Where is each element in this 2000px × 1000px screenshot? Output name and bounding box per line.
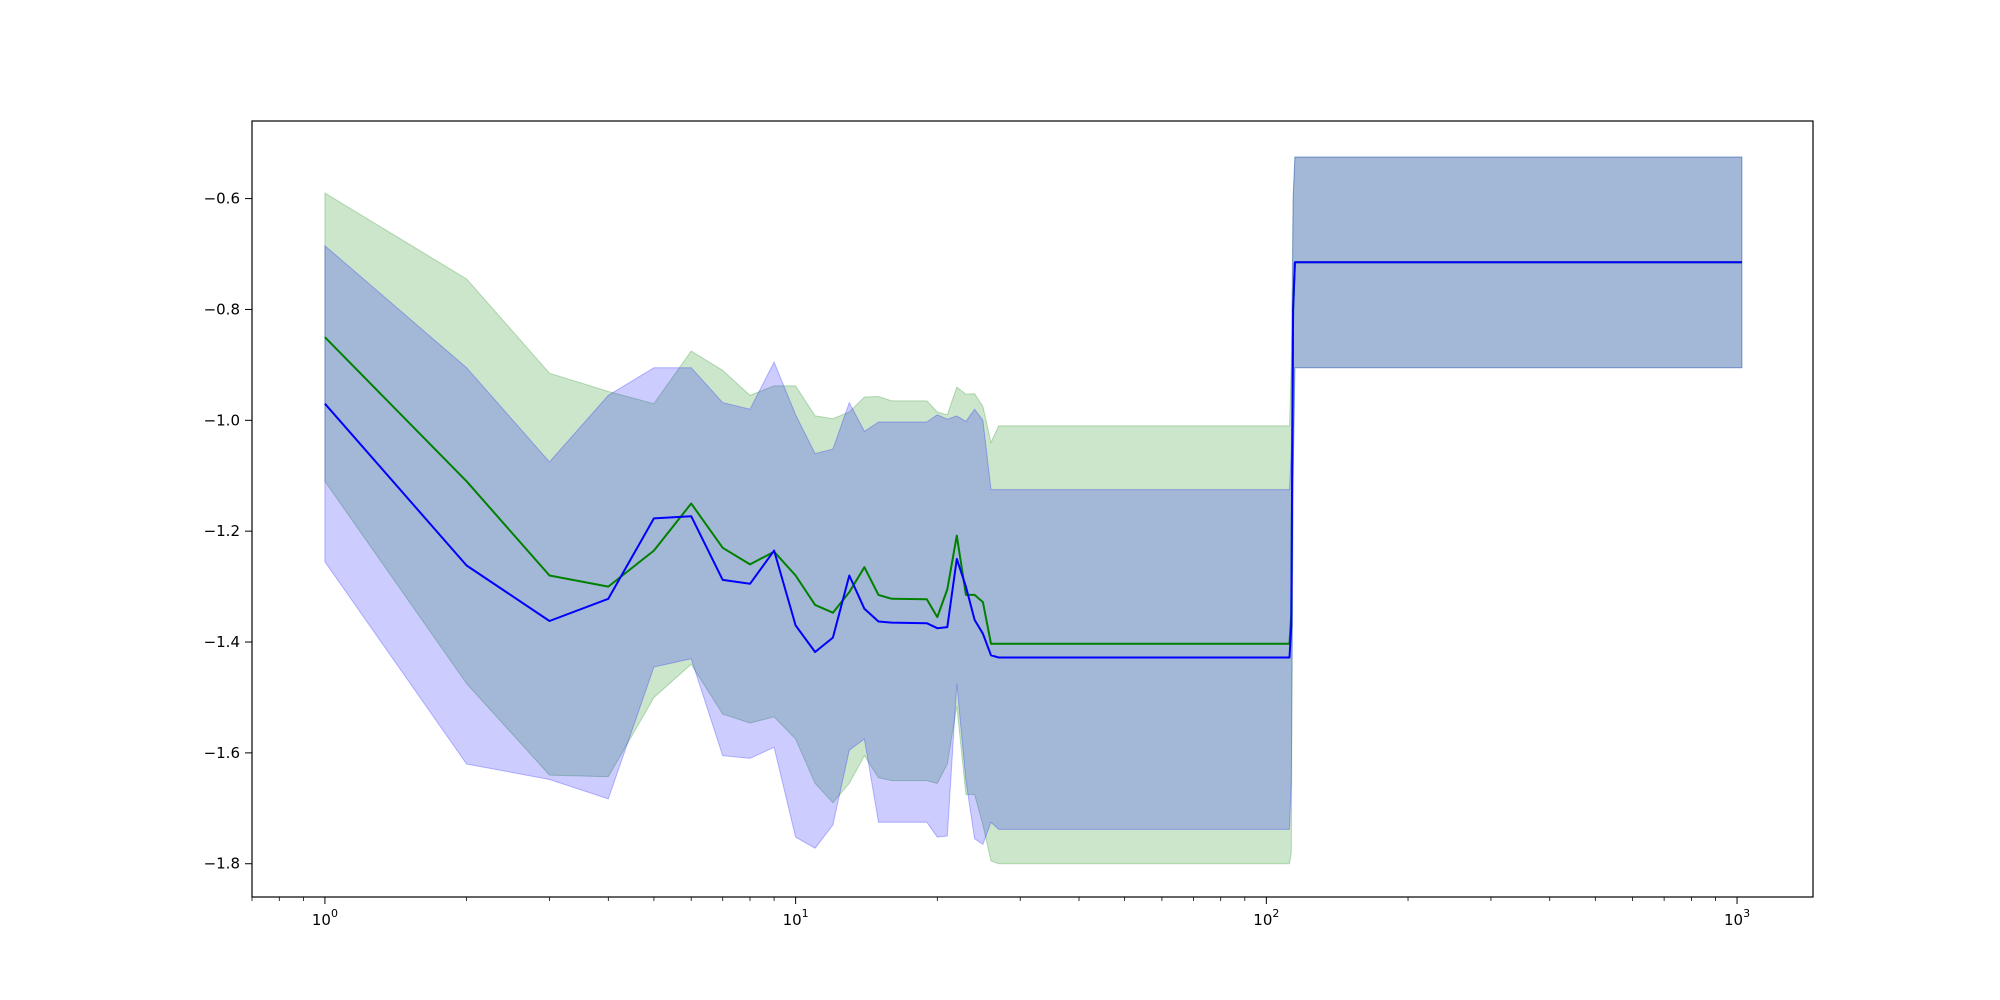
- confidence-band-1: [324, 156, 1743, 849]
- y-tick-label: −0.6: [204, 190, 240, 208]
- x-tick-label: 101: [783, 907, 809, 929]
- y-tick-label: −0.8: [204, 300, 240, 318]
- series-lines: [324, 261, 1742, 659]
- y-tick-label: −1.4: [204, 633, 240, 651]
- y-axis: −0.6 −0.8 −1.0 −1.2 −1.4 −1.6 −1.8: [204, 190, 252, 873]
- x-tick-label: 102: [1253, 907, 1279, 929]
- y-tick-label: −1.2: [204, 522, 240, 540]
- x-tick-label: 103: [1724, 907, 1750, 929]
- plot-frame: [251, 120, 1814, 898]
- y-tick-label: −1.8: [204, 855, 240, 873]
- x-tick-label: 100: [312, 907, 338, 929]
- y-tick-label: −1.0: [204, 411, 240, 429]
- confidence-band-0: [324, 156, 1743, 865]
- series-line-1: [324, 261, 1742, 659]
- series-line-0: [324, 261, 1742, 645]
- x-axis: 100 101 102 103: [251, 897, 1750, 929]
- confidence-bands: [324, 156, 1743, 865]
- y-tick-label: −1.6: [204, 744, 240, 762]
